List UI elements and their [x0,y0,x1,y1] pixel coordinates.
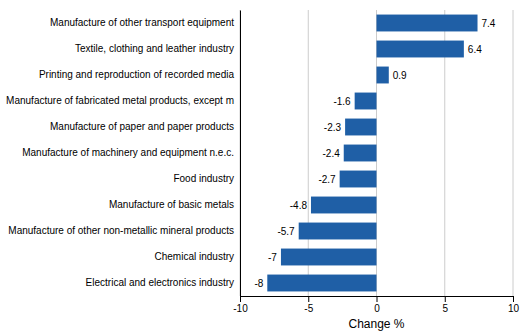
x-tick-mark [377,296,378,302]
x-tick: -5 [304,296,313,314]
bar [311,197,377,214]
y-tick-label: Printing and reproduction of recorded me… [39,69,235,80]
y-axis: Electrical and electronics industry Chemi… [6,11,240,297]
y-tick-label: Manufacture of other transport equipment [50,17,234,28]
x-tick: 0 [374,296,380,314]
bar [281,249,377,266]
x-axis: -10 -5 0 5 10 [233,296,519,314]
bar [340,171,377,188]
y-tick-label: Food industry [173,173,234,184]
bar [344,145,377,162]
y-tick: Manufacture of machinery and equipment n… [22,147,240,158]
x-tick-label: -10 [233,303,248,314]
y-tick-label: Electrical and electronics industry [86,277,234,288]
y-tick: Chemical industry [155,251,240,262]
x-tick-mark [513,296,514,302]
bars [267,15,477,292]
y-tick: Manufacture of fabricated metal products… [6,95,240,106]
y-tick: Printing and reproduction of recorded me… [39,69,240,80]
y-tick-label: Manufacture of basic metals [109,199,234,210]
y-tick: Manufacture of other non-metallic minera… [8,225,240,236]
bar [355,93,377,110]
y-tick: Manufacture of other transport equipment [50,17,240,28]
data-label: -4.8 [290,200,308,211]
bar [377,15,478,32]
x-tick-label: 10 [508,303,520,314]
x-tick-mark [445,296,446,302]
grid-line [513,10,514,296]
y-axis-line [240,11,241,297]
data-label: -2.7 [318,174,336,185]
data-label: -5.7 [277,226,295,237]
y-tick-label: Textile, clothing and leather industry [75,43,234,54]
y-tick: Textile, clothing and leather industry [75,43,240,54]
bar [267,275,376,292]
grid [240,10,513,296]
x-tick-label: -5 [304,303,313,314]
data-label: -8 [254,278,263,289]
data-label: -2.3 [324,122,342,133]
x-tick-label: 5 [442,303,448,314]
x-tick: 5 [442,296,448,314]
y-tick: Manufacture of basic metals [109,199,240,210]
plot: -10 -5 0 5 10 Electrical and electronics indu… [6,10,519,314]
data-label: 0.9 [393,70,407,81]
y-tick: Food industry [173,173,240,184]
y-tick-label: Manufacture of other non-metallic minera… [8,225,234,236]
y-tick-label: Manufacture of paper and paper products [50,121,234,132]
bar [377,41,464,58]
x-tick: 10 [508,296,520,314]
bar [377,67,389,84]
x-tick-label: 0 [374,303,380,314]
chart: -10 -5 0 5 10 Electrical and electronics indu… [0,0,529,336]
x-axis-line [241,297,514,303]
y-tick-label: Manufacture of fabricated metal products… [6,95,234,106]
grid-line [240,10,241,296]
data-label: -7 [268,252,277,263]
data-label: 7.4 [482,18,496,29]
data-labels: -8 -7 -5.7 -4.8 -2.7 -2.4 -2.3 -1.6 0.9 6.4 7.4 [254,18,495,289]
bar [299,223,377,240]
y-tick: Manufacture of paper and paper products [50,121,240,132]
data-label: 6.4 [468,44,482,55]
x-tick-mark [308,296,309,302]
x-tick: -10 [233,296,248,314]
y-tick-label: Manufacture of machinery and equipment n… [22,147,234,158]
y-tick: Electrical and electronics industry [86,277,240,288]
data-label: -1.6 [333,96,351,107]
data-label: -2.4 [323,148,341,159]
x-axis-title: Change % [348,317,404,331]
x-tick-mark [240,296,241,302]
y-tick-label: Chemical industry [155,251,234,262]
bar [345,119,376,136]
